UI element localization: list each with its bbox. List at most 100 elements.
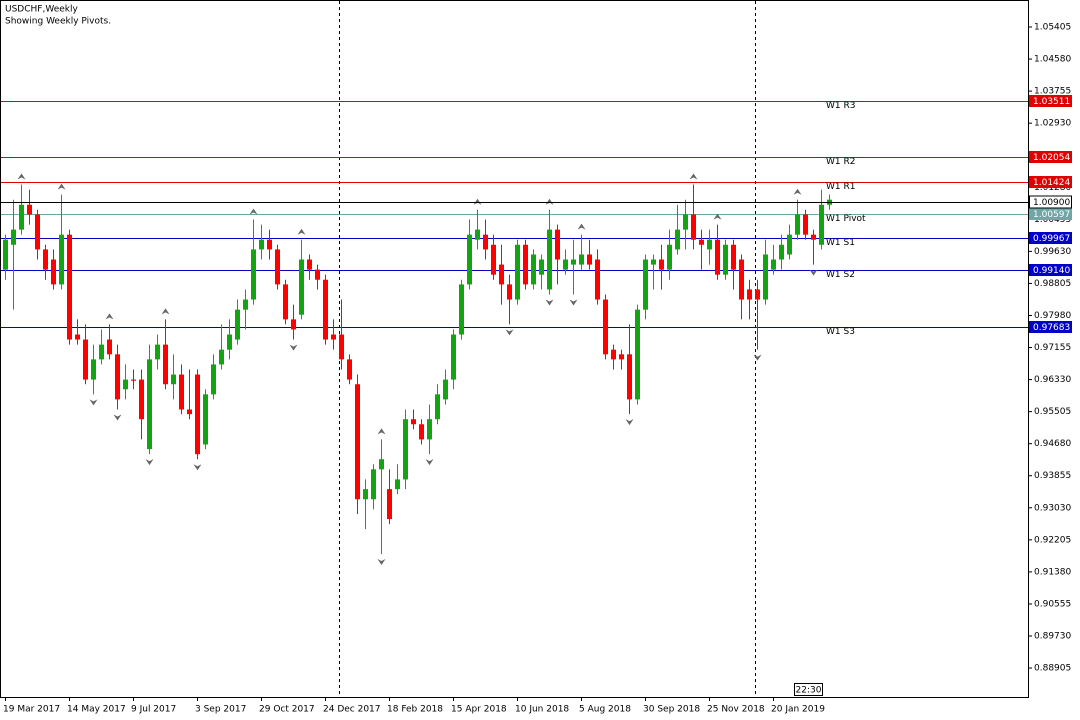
- candle-body: [339, 334, 344, 360]
- price-tag-label: 1.00597: [1033, 210, 1070, 220]
- price-tag: [1029, 264, 1072, 276]
- candle-body: [227, 334, 232, 350]
- candle-body: [515, 244, 520, 300]
- y-tick-label: 0.96330: [1034, 375, 1071, 385]
- candle-body: [43, 249, 48, 270]
- candle-body: [755, 289, 760, 300]
- current-price-tag: [1029, 195, 1072, 209]
- candle-body: [27, 204, 32, 215]
- candle-body: [139, 379, 144, 420]
- candle-body: [707, 239, 712, 250]
- candle-body: [115, 354, 120, 400]
- candle-body: [467, 234, 472, 285]
- y-tick-label: 0.97980: [1034, 311, 1071, 321]
- candle-body: [275, 249, 280, 285]
- price-tag-label: 1.03511: [1033, 97, 1070, 107]
- candle-body: [323, 279, 328, 340]
- candle-body: [91, 359, 96, 380]
- pivot-label: W1 Pivot: [826, 214, 866, 224]
- fractal-up: [577, 223, 586, 230]
- candle-body: [691, 214, 696, 240]
- candle-body: [715, 239, 720, 275]
- y-tick-label: 0.89730: [1034, 632, 1071, 642]
- candle-body: [235, 309, 240, 340]
- y-tick-label: 1.05405: [1034, 23, 1071, 33]
- candle-body: [179, 374, 184, 410]
- candle-body: [795, 214, 800, 235]
- candle-body: [131, 379, 136, 381]
- candle-body: [771, 259, 776, 270]
- pivot-label: W1 S3: [826, 327, 855, 337]
- fractal-up: [377, 428, 386, 435]
- candle-body: [547, 229, 552, 290]
- candle-body: [579, 254, 584, 265]
- y-tick-label: 0.97155: [1034, 343, 1071, 353]
- fractal-down: [377, 559, 386, 566]
- fractal-down: [625, 419, 634, 426]
- candle-body: [123, 379, 128, 390]
- candle-body: [499, 264, 504, 285]
- fractal-up: [545, 198, 554, 205]
- y-tick-label: 0.98805: [1034, 279, 1071, 289]
- price-tag: [1029, 176, 1072, 188]
- candle-body: [723, 244, 728, 275]
- candle-body: [595, 259, 600, 300]
- candle-body: [219, 349, 224, 365]
- candle-body: [355, 384, 360, 500]
- y-tick-label: 0.91380: [1034, 567, 1071, 577]
- candle-body: [763, 254, 768, 300]
- candle-body: [379, 459, 384, 470]
- candle-body: [611, 349, 616, 360]
- pivot-label: W1 R1: [826, 182, 855, 192]
- candle-body: [363, 489, 368, 500]
- candle-body: [147, 359, 152, 450]
- x-tick-label: 14 May 2017: [67, 705, 126, 715]
- fractal-up: [713, 213, 722, 220]
- candle-body: [35, 214, 40, 250]
- candle-body: [491, 244, 496, 275]
- candle-body: [3, 239, 8, 270]
- chart-title: USDCHF,Weekly: [5, 5, 78, 15]
- candle-body: [747, 289, 752, 300]
- y-tick-label: 0.94680: [1034, 439, 1071, 449]
- x-tick-label: 24 Dec 2017: [323, 705, 381, 715]
- candle-body: [651, 259, 656, 265]
- candle-body: [267, 239, 272, 250]
- x-tick-label: 20 Jan 2019: [771, 705, 825, 715]
- candle-body: [435, 394, 440, 420]
- candle-body: [155, 344, 160, 360]
- current-price-label: 1.00900: [1033, 198, 1070, 208]
- price-tag-label: 0.97683: [1033, 323, 1070, 333]
- candle-body: [395, 479, 400, 490]
- plot-frame: [0, 0, 1029, 698]
- y-tick-label: 0.99630: [1034, 247, 1071, 257]
- y-tick-label: 0.95505: [1034, 407, 1071, 417]
- candle-body: [571, 259, 576, 265]
- candle-body: [195, 374, 200, 455]
- candle-body: [99, 344, 104, 360]
- candle-body: [283, 284, 288, 320]
- candle-body: [699, 239, 704, 245]
- candle-body: [59, 234, 64, 285]
- candle-body: [171, 374, 176, 385]
- fractal-up: [793, 188, 802, 195]
- fractal-down: [425, 459, 434, 466]
- pivot-label: W1 S1: [826, 238, 855, 248]
- x-tick-label: 30 Sep 2018: [643, 705, 700, 715]
- price-tag-label: 1.01424: [1033, 178, 1070, 188]
- price-tag: [1029, 95, 1072, 107]
- fractal-up: [297, 228, 306, 235]
- fractal-down: [89, 399, 98, 406]
- candle-body: [635, 309, 640, 400]
- candle-body: [203, 394, 208, 445]
- candle-body: [251, 249, 256, 300]
- candle-body: [475, 229, 480, 240]
- candle-body: [107, 339, 112, 355]
- fractal-down: [145, 459, 154, 466]
- fractal-down: [569, 299, 578, 306]
- candle-body: [539, 259, 544, 275]
- candle-body: [739, 259, 744, 300]
- candle-body: [163, 344, 168, 385]
- candle-body: [483, 234, 488, 250]
